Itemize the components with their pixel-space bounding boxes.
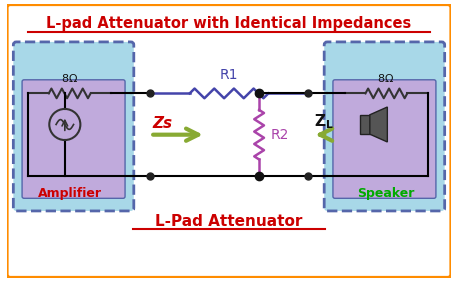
Polygon shape	[370, 107, 387, 142]
FancyBboxPatch shape	[6, 4, 452, 278]
Text: $\mathbf{Z}_\mathbf{L}$: $\mathbf{Z}_\mathbf{L}$	[314, 112, 333, 131]
FancyBboxPatch shape	[324, 42, 445, 211]
FancyBboxPatch shape	[22, 80, 125, 198]
FancyBboxPatch shape	[13, 42, 134, 211]
FancyBboxPatch shape	[333, 80, 436, 198]
Text: R1: R1	[220, 68, 238, 82]
Text: L-pad Attenuator with Identical Impedances: L-pad Attenuator with Identical Impedanc…	[46, 16, 412, 31]
Text: 8$\Omega$: 8$\Omega$	[377, 72, 394, 84]
Text: Amplifier: Amplifier	[38, 187, 102, 200]
Text: 8$\Omega$: 8$\Omega$	[61, 72, 78, 84]
Text: Zs: Zs	[152, 116, 172, 131]
Text: R2: R2	[271, 128, 289, 142]
Text: Speaker: Speaker	[357, 187, 414, 200]
FancyBboxPatch shape	[360, 115, 370, 134]
Text: L-Pad Attenuator: L-Pad Attenuator	[155, 214, 303, 229]
